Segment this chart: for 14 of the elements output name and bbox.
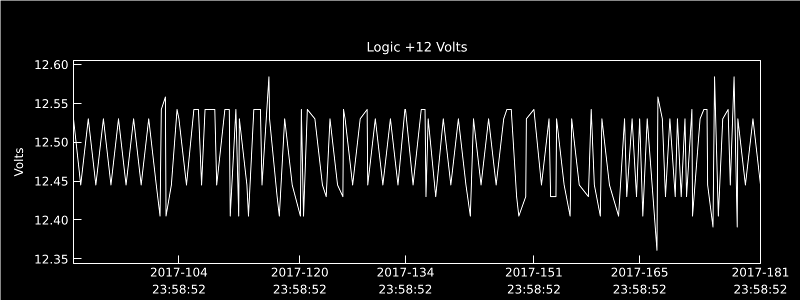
- y-tick-label: 12.45: [34, 174, 69, 189]
- y-tick-label: 12.50: [34, 136, 69, 150]
- x-tick-label: 2017-181 23:58:52: [732, 266, 790, 296]
- x-tick-label: 2017-134 23:58:52: [376, 266, 434, 296]
- y-tick-label: 12.55: [34, 96, 69, 111]
- x-tick-label: 2017-120 23:58:52: [270, 266, 329, 296]
- x-tick-label: 2017-151 23:58:52: [505, 266, 563, 296]
- y-axis-title: Volts: [12, 148, 26, 176]
- chart-title: Logic +12 Volts: [366, 40, 468, 56]
- y-tick-label: 12.40: [34, 213, 69, 228]
- x-tick-label: 2017-165 23:58:52: [610, 266, 669, 296]
- y-tick-label: 12.60: [34, 58, 69, 72]
- x-tick-label: 2017-104 23:58:52: [150, 266, 208, 296]
- y-tick-label: 12.35: [34, 252, 69, 266]
